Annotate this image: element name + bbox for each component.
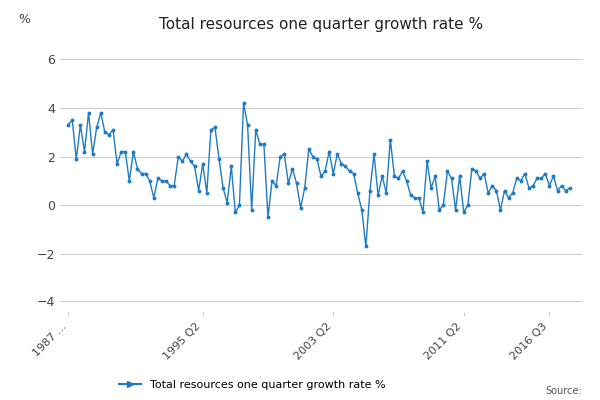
Text: Total resources one quarter growth rate %: Total resources one quarter growth rate … (159, 17, 483, 32)
Text: %: % (18, 13, 30, 26)
Text: Source:: Source: (545, 386, 582, 396)
Legend: Total resources one quarter growth rate %: Total resources one quarter growth rate … (114, 376, 390, 394)
